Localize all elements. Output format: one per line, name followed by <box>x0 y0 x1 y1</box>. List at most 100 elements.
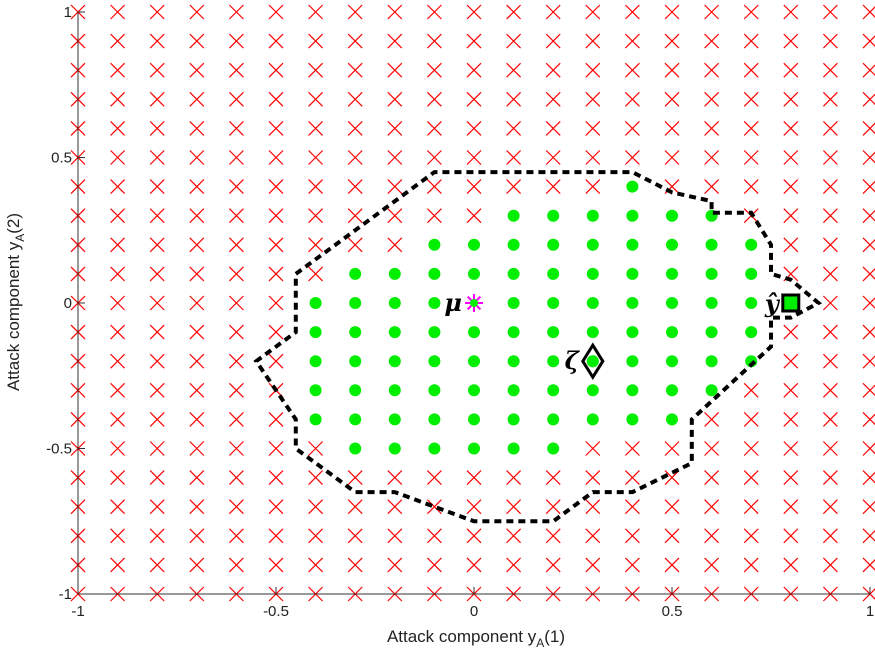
feasible-point <box>507 413 520 426</box>
rejected-marker <box>822 179 838 195</box>
rejected-marker <box>149 120 165 136</box>
feasible-point <box>626 413 639 426</box>
rejected-marker <box>268 411 284 427</box>
rejected-marker <box>189 33 205 49</box>
rejected-marker <box>110 382 126 398</box>
rejected-marker <box>704 91 720 107</box>
feasible-point <box>626 297 639 309</box>
rejected-marker <box>466 150 482 165</box>
rejected-marker <box>545 120 561 136</box>
rejected-marker <box>308 120 324 136</box>
rejected-marker <box>466 470 482 486</box>
rejected-marker <box>624 4 640 20</box>
rejected-marker <box>585 441 601 456</box>
rejected-marker <box>624 470 640 486</box>
rejected-marker <box>347 470 363 486</box>
feasible-point <box>468 326 480 339</box>
rejected-marker <box>862 266 875 282</box>
rejected-marker <box>387 4 403 20</box>
feasible-point <box>349 355 362 368</box>
rejected-marker <box>189 91 205 107</box>
rejected-marker <box>743 33 759 49</box>
rejected-marker <box>228 266 244 282</box>
rejected-marker <box>110 441 126 456</box>
rejected-marker <box>426 470 442 486</box>
rejected-marker <box>743 4 759 20</box>
rejected-marker <box>783 237 799 253</box>
rejected-marker <box>545 179 561 195</box>
rejected-marker <box>862 470 875 486</box>
rejected-marker <box>862 91 875 107</box>
rejected-marker <box>822 499 838 515</box>
feasible-point <box>507 355 520 368</box>
rejected-marker <box>189 179 205 195</box>
rejected-marker <box>268 499 284 515</box>
rejected-marker <box>585 33 601 49</box>
rejected-marker <box>149 441 165 456</box>
rejected-marker <box>743 441 759 456</box>
rejected-marker <box>110 266 126 282</box>
feasible-point <box>388 442 401 455</box>
rejected-marker <box>228 557 244 573</box>
rejected-marker <box>110 353 126 369</box>
rejected-marker <box>585 120 601 136</box>
mu-marker <box>465 294 483 312</box>
rejected-marker <box>347 237 363 253</box>
feasible-point <box>428 442 441 455</box>
rejected-marker <box>228 470 244 486</box>
rejected-marker <box>704 120 720 136</box>
feasible-point <box>666 209 678 222</box>
rejected-marker <box>189 62 205 78</box>
feasible-point <box>468 442 480 455</box>
feasible-point <box>586 267 599 280</box>
rejected-marker <box>783 441 799 456</box>
rejected-marker <box>189 499 205 515</box>
rejected-marker <box>585 62 601 78</box>
rejected-marker <box>426 528 442 544</box>
rejected-marker <box>347 33 363 49</box>
rejected-marker <box>268 208 284 224</box>
rejected-marker <box>149 62 165 78</box>
rejected-marker <box>426 120 442 136</box>
feasible-point <box>705 326 718 339</box>
rejected-marker <box>268 33 284 49</box>
feasible-point <box>349 267 362 280</box>
x-tick-label: 0.5 <box>662 603 683 620</box>
rejected-marker <box>110 91 126 107</box>
rejected-marker <box>624 150 640 165</box>
rejected-marker <box>426 91 442 107</box>
rejected-marker <box>189 295 205 311</box>
feasible-point <box>507 209 520 222</box>
rejected-marker <box>822 266 838 282</box>
y-tick-label: 1 <box>64 4 72 21</box>
rejected-marker <box>743 179 759 195</box>
feasible-point <box>309 413 322 426</box>
rejected-marker <box>624 441 640 456</box>
feasible-point <box>586 238 599 251</box>
feasible-point <box>666 326 678 339</box>
rejected-marker <box>110 499 126 515</box>
rejected-marker <box>743 557 759 573</box>
feasible-region-boundary <box>253 170 823 524</box>
feasible-point <box>468 238 480 251</box>
rejected-marker <box>704 499 720 515</box>
rejected-marker <box>189 237 205 253</box>
rejected-marker <box>545 4 561 20</box>
rejected-marker <box>743 528 759 544</box>
feasible-point <box>468 413 480 426</box>
rejected-marker <box>228 208 244 224</box>
rejected-marker <box>308 33 324 49</box>
rejected-marker <box>664 33 680 49</box>
feasible-point <box>705 267 718 280</box>
rejected-marker <box>149 382 165 398</box>
rejected-marker <box>110 237 126 253</box>
rejected-marker <box>822 382 838 398</box>
feasible-point <box>468 355 480 368</box>
rejected-marker <box>308 528 324 544</box>
rejected-marker <box>664 91 680 107</box>
feasible-point <box>666 384 678 397</box>
rejected-marker <box>545 528 561 544</box>
rejected-marker <box>822 324 838 340</box>
feasible-point <box>547 238 560 251</box>
